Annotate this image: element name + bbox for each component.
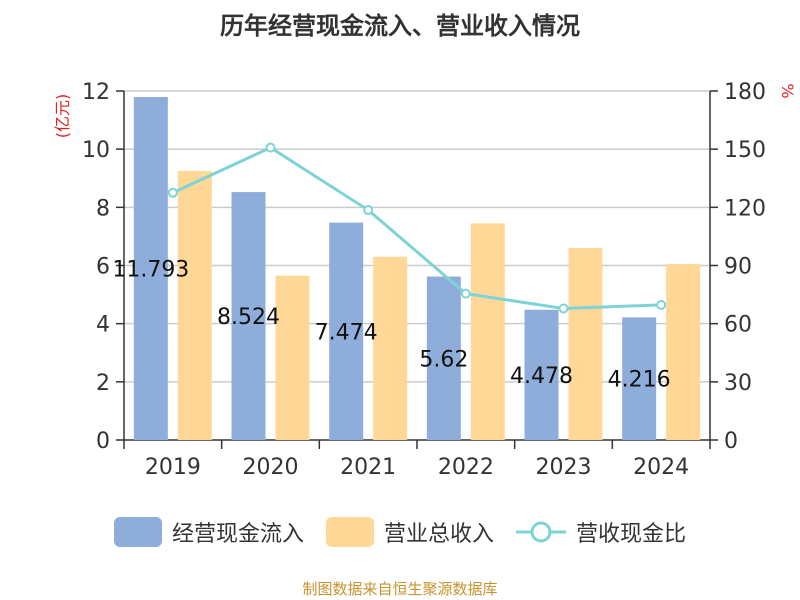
data-label-operating-cash-inflow: 8.524 <box>217 305 280 330</box>
right-axis-tick-label: 0 <box>724 429 738 454</box>
right-axis-tick-label: 180 <box>724 80 766 105</box>
right-axis-tick-label: 30 <box>724 371 752 396</box>
legend-label-total-revenue: 营业总收入 <box>383 522 494 547</box>
line-point-revenue-cash-ratio <box>265 142 276 153</box>
line-point-revenue-cash-ratio <box>167 187 178 198</box>
bar-total-revenue <box>470 223 505 440</box>
x-axis-category-label: 2020 <box>243 455 299 480</box>
left-axis-tick-label: 2 <box>96 371 110 396</box>
right-axis-tick-label: 120 <box>724 196 766 221</box>
legend-item-total-revenue[interactable]: 营业总收入 <box>325 516 494 548</box>
right-axis-tick-label: 150 <box>724 138 766 163</box>
bar-operating-cash-inflow <box>133 97 168 440</box>
bar-total-revenue <box>275 275 310 440</box>
chart-title: 历年经营现金流入、营业收入情况 <box>220 12 580 40</box>
source-note: 制图数据来自恒生聚源数据库 <box>302 580 498 598</box>
line-revenue-cash-ratio <box>172 145 662 311</box>
left-axis-unit-label: (亿元) <box>53 94 72 139</box>
x-axis-category-label: 2022 <box>438 455 494 480</box>
bar-total-revenue <box>373 256 408 440</box>
left-axis-tick-label: 4 <box>96 313 110 338</box>
bar-operating-cash-inflow <box>524 309 559 440</box>
legend-item-operating-cash-inflow[interactable]: 经营现金流入 <box>113 516 304 548</box>
left-axis-tick-label: 12 <box>82 80 110 105</box>
legend-line-marker-icon <box>516 521 566 543</box>
bar-total-revenue <box>568 248 603 440</box>
data-label-operating-cash-inflow: 4.478 <box>510 364 573 389</box>
line-point-revenue-cash-ratio <box>656 299 667 310</box>
bar-operating-cash-inflow <box>231 192 266 440</box>
x-axis-category-label: 2023 <box>536 455 592 480</box>
left-axis-tick-label: 10 <box>82 138 110 163</box>
data-label-operating-cash-inflow: 4.216 <box>608 368 671 393</box>
bar-operating-cash-inflow <box>329 222 364 440</box>
bar-total-revenue <box>666 264 701 440</box>
x-axis-category-label: 2019 <box>145 455 201 480</box>
right-axis-tick-label: 60 <box>724 313 752 338</box>
left-axis-tick-label: 6 <box>96 255 110 280</box>
data-label-operating-cash-inflow: 11.793 <box>112 258 189 283</box>
data-label-operating-cash-inflow: 5.62 <box>419 347 468 372</box>
bar-operating-cash-inflow <box>622 317 657 440</box>
x-axis-category-label: 2021 <box>340 455 396 480</box>
x-axis-category-label: 2024 <box>633 455 689 480</box>
legend-label-revenue-cash-ratio: 营收现金比 <box>576 522 687 547</box>
legend-swatch-total-revenue <box>325 517 374 547</box>
left-axis-tick-label: 8 <box>96 196 110 221</box>
line-point-revenue-cash-ratio <box>558 303 569 314</box>
legend-swatch-operating-cash-inflow <box>113 517 162 547</box>
bar-total-revenue <box>177 170 212 440</box>
legend-item-revenue-cash-ratio[interactable]: 营收现金比 <box>516 516 686 548</box>
left-axis-tick-label: 0 <box>96 429 110 454</box>
line-point-revenue-cash-ratio <box>363 205 374 216</box>
legend-label-operating-cash-inflow: 经营现金流入 <box>171 522 304 547</box>
right-axis-unit-label: % <box>778 83 797 98</box>
chart-legend: 经营现金流入 营业总收入 营收现金比 <box>0 516 800 548</box>
bar-operating-cash-inflow <box>426 276 461 440</box>
right-axis-tick-label: 90 <box>724 255 752 280</box>
data-label-operating-cash-inflow: 7.474 <box>315 320 378 345</box>
line-point-revenue-cash-ratio <box>460 288 471 299</box>
